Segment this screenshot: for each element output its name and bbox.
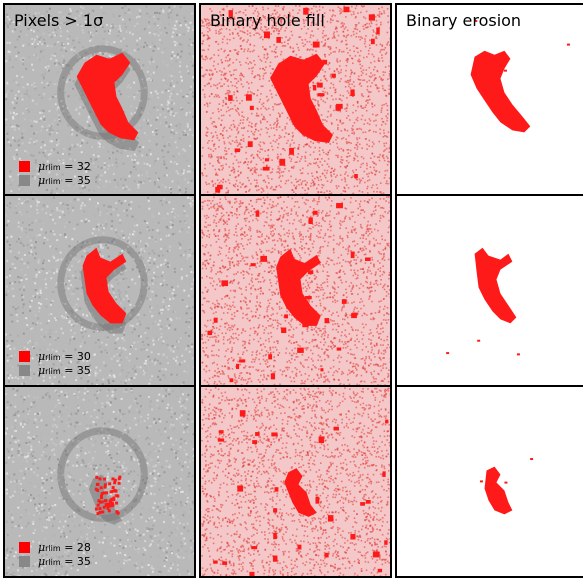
image-r2-c2 (397, 387, 583, 576)
legend-entry: μ r lim = 30 (19, 349, 91, 363)
legend-swatch-gray (19, 174, 30, 186)
image-r0-c2 (397, 5, 583, 194)
image-r0-c0 (5, 5, 194, 194)
legend-entry: μ r lim = 32 (19, 159, 91, 173)
panel-r0-c2: Binary erosion (395, 3, 583, 196)
legend-entry: μ r lim = 35 (19, 363, 91, 377)
legend-entry: μ r lim = 28 (19, 540, 91, 554)
panel-r1-c1 (199, 194, 392, 387)
image-r1-c1 (201, 196, 390, 385)
image-r2-c0 (5, 387, 194, 576)
title-pixels-sigma: Pixels > 1σ (14, 11, 104, 30)
image-r0-c1 (201, 5, 390, 194)
legend-r0: μ r lim = 32 μ r lim = 35 (19, 159, 91, 187)
panel-r1-c2 (395, 194, 583, 387)
legend-value: 35 (76, 173, 91, 187)
panel-r2-c2 (395, 385, 583, 578)
legend-swatch-gray (19, 555, 30, 567)
panel-r2-c0: μ r lim = 28 μ r lim = 35 (3, 385, 196, 578)
legend-swatch-red (19, 350, 30, 362)
title-hole-fill: Binary hole fill (210, 11, 325, 30)
legend-entry: μ r lim = 35 (19, 554, 91, 568)
legend-r2: μ r lim = 28 μ r lim = 35 (19, 540, 91, 568)
legend-value: 28 (76, 540, 91, 554)
legend-swatch-red (19, 541, 30, 553)
panel-r0-c1: Binary hole fill (199, 3, 392, 196)
legend-value: 35 (76, 554, 91, 568)
image-r1-c2 (397, 196, 583, 385)
legend-value: 30 (76, 349, 91, 363)
panel-r2-c1 (199, 385, 392, 578)
image-r1-c0 (5, 196, 194, 385)
legend-value: 35 (76, 363, 91, 377)
legend-entry: μ r lim = 35 (19, 173, 91, 187)
title-erosion: Binary erosion (406, 11, 522, 30)
legend-swatch-gray (19, 364, 30, 376)
panel-r0-c0: Pixels > 1σ μ r lim = 32 μ r lim = 35 (3, 3, 196, 196)
image-r2-c1 (201, 387, 390, 576)
legend-value: 32 (76, 159, 91, 173)
panel-r1-c0: μ r lim = 30 μ r lim = 35 (3, 194, 196, 387)
legend-swatch-red (19, 160, 30, 172)
legend-r1: μ r lim = 30 μ r lim = 35 (19, 349, 91, 377)
